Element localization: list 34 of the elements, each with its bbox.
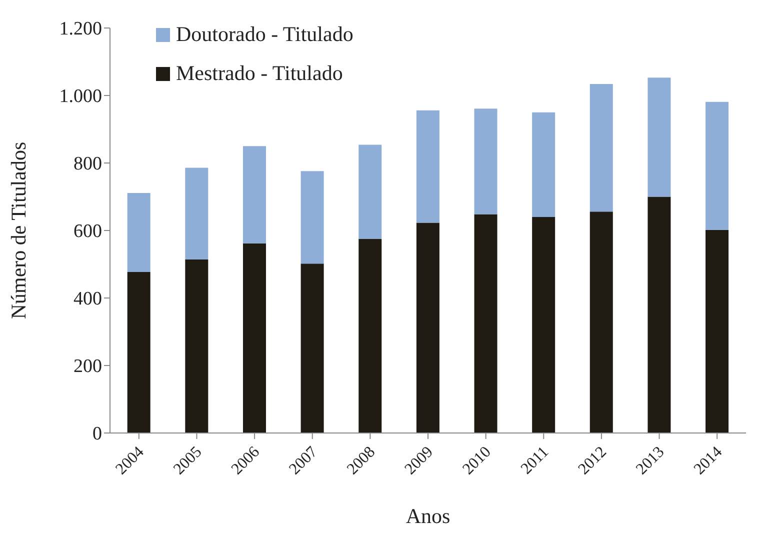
legend-label: Doutorado - Titulado bbox=[176, 22, 354, 47]
bar bbox=[127, 272, 150, 433]
bar bbox=[532, 217, 556, 433]
bar bbox=[648, 196, 671, 433]
bar bbox=[706, 102, 729, 230]
bar bbox=[416, 222, 440, 433]
bar bbox=[590, 212, 613, 433]
bar bbox=[706, 230, 729, 433]
bar bbox=[648, 78, 671, 197]
y-tick-label: 1.000 bbox=[59, 86, 102, 108]
y-axis-title: Número de Titulados bbox=[6, 142, 30, 320]
y-tick-label: 0 bbox=[92, 424, 102, 445]
legend-label: Mestrado - Titulado bbox=[176, 61, 343, 86]
bar bbox=[300, 264, 324, 433]
y-tick-label: 400 bbox=[74, 288, 102, 310]
bar bbox=[300, 171, 324, 264]
bar bbox=[242, 146, 266, 244]
bar bbox=[185, 260, 208, 433]
bar bbox=[590, 84, 613, 212]
bar bbox=[416, 110, 440, 223]
bar bbox=[358, 238, 382, 433]
y-tick-label: 200 bbox=[74, 356, 102, 378]
bar bbox=[127, 193, 150, 272]
y-tick-label: 800 bbox=[74, 154, 102, 175]
bar bbox=[358, 144, 382, 239]
x-tick-label: 2011 bbox=[518, 443, 552, 478]
y-tick-label: 600 bbox=[74, 221, 102, 242]
bar bbox=[474, 214, 498, 433]
bar bbox=[532, 112, 556, 217]
bar bbox=[242, 243, 266, 433]
x-axis-title: Anos bbox=[406, 504, 450, 528]
bar bbox=[185, 168, 208, 260]
y-tick-label: 1.200 bbox=[59, 18, 102, 40]
bar bbox=[474, 108, 498, 214]
